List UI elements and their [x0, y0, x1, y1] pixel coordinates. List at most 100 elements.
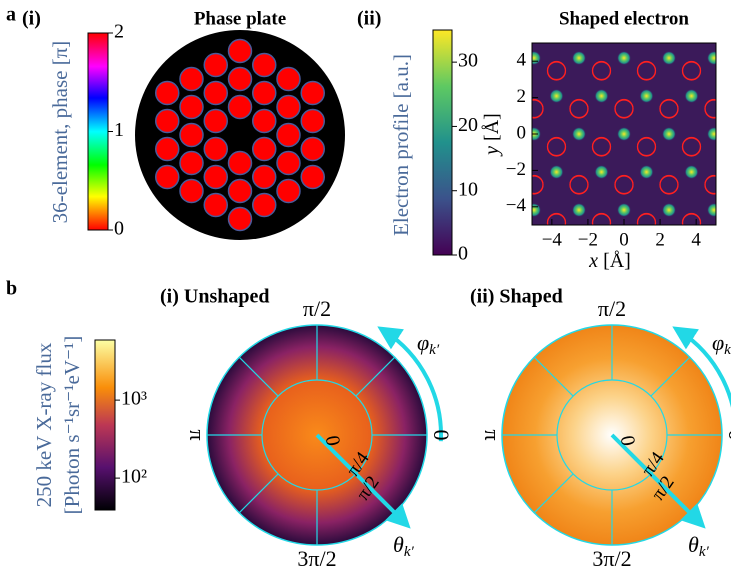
interstitial-ring: [728, 0, 731, 4]
phase-element: [180, 96, 203, 119]
colorbar-tick-label: 10³: [121, 388, 147, 410]
phase-element: [180, 180, 203, 203]
y-tick-label: 4: [517, 50, 527, 71]
plot-title: (ii) Shaped: [470, 286, 563, 308]
electron-spot: [662, 51, 676, 65]
interstitial-ring: [458, 138, 476, 156]
interstitial-ring: [525, 252, 543, 270]
electron-spot: [617, 127, 631, 141]
colorbar-tick-label: 10: [458, 178, 478, 200]
phase-element: [229, 68, 252, 91]
electron-spot: [640, 165, 654, 179]
electron-spot: [527, 51, 541, 65]
colorbar-label: Electron profile [a.u.]: [389, 54, 413, 236]
subscript: k′: [699, 544, 710, 560]
interstitial-ring: [728, 62, 731, 80]
electron-spot: [572, 51, 586, 65]
phase-element: [180, 152, 203, 175]
panel-label: b: [6, 278, 17, 300]
subscript: k′: [724, 342, 731, 358]
y-tick-label: 2: [517, 86, 527, 107]
phase-element: [229, 40, 252, 63]
interstitial-ring: [503, 0, 521, 4]
panel-title: Shaped electron: [559, 8, 689, 29]
phase-element: [204, 194, 227, 217]
figure: a (i) Phase plate (ii) Shaped electron b…: [0, 0, 731, 572]
interstitial-ring: [728, 62, 731, 80]
y-tick-label: −2: [506, 159, 526, 180]
electron-spot: [707, 127, 721, 141]
phase-element: [301, 138, 324, 161]
x-tick-label: −4: [542, 229, 563, 250]
x-tick-label: 4: [691, 229, 701, 250]
electron-spot: [595, 89, 609, 103]
interstitial-ring: [593, 0, 611, 4]
interstitial-ring: [705, 252, 723, 270]
phase-element: [253, 138, 276, 161]
electron-spot: [640, 241, 654, 255]
electron-spot: [460, 89, 474, 103]
interstitial-ring: [683, 0, 701, 4]
phase-element: [277, 152, 300, 175]
angle-symbol: φk′: [417, 330, 440, 358]
symbol: φ: [417, 330, 429, 355]
electron-spot: [617, 203, 631, 217]
x-tick-label: −2: [578, 229, 598, 250]
colorbar-tick-label: 0: [458, 243, 468, 265]
phase-element: [301, 110, 324, 133]
phase-element: [253, 82, 276, 105]
electron-spot: [662, 203, 676, 217]
x-tick-label: 2: [655, 229, 665, 250]
electron-spot: [595, 165, 609, 179]
symbol: θ: [688, 532, 699, 557]
polar-label: π/2: [598, 296, 626, 321]
colorbar-label: [Photon s⁻¹sr⁻¹eV⁻¹]: [60, 336, 84, 515]
axis-var: x: [588, 250, 598, 272]
interstitial-ring: [503, 214, 521, 232]
phase-element: [277, 180, 300, 203]
phase-element: [229, 208, 252, 231]
electron-spot: [572, 203, 586, 217]
phase-element: [229, 152, 252, 175]
polar-label: π: [480, 429, 505, 440]
phase-element: [156, 138, 179, 161]
electron-spot: [505, 241, 519, 255]
interstitial-ring: [458, 214, 476, 232]
panel-title: Phase plate: [194, 8, 286, 29]
colorbar-tick-label: 0: [114, 218, 124, 240]
electron-spot: [685, 89, 699, 103]
interstitial-ring: [480, 252, 498, 270]
electron-spot: [572, 127, 586, 141]
interstitial-ring: [570, 252, 588, 270]
electron-spot: [640, 89, 654, 103]
interstitial-ring: [705, 24, 723, 42]
y-tick-label: −4: [506, 195, 527, 216]
phase-element: [156, 166, 179, 189]
phase-element: [204, 138, 227, 161]
phase-element: [204, 166, 227, 189]
phase-element: [301, 82, 324, 105]
angle-symbol: θk′: [688, 532, 709, 560]
y-axis-label: y [Å]: [481, 113, 503, 157]
interstitial-ring: [458, 0, 476, 4]
symbol: φ: [712, 330, 724, 355]
panel-label: a: [6, 4, 16, 26]
x-axis-label: x [Å]: [588, 250, 631, 272]
colorbar-tick-label: 10²: [121, 466, 147, 488]
colorbar-label: 36-element, phase [π]: [48, 41, 72, 224]
electron-spot: [550, 165, 564, 179]
colorbar-tick-label: 1: [114, 119, 124, 141]
colorbar-label: 250 keV X-ray flux: [32, 342, 56, 507]
colorbar: [88, 33, 108, 230]
phase-element: [180, 124, 203, 147]
electron-spot: [482, 51, 496, 65]
colorbar-tick-label: 20: [458, 114, 478, 136]
symbol: θ: [393, 532, 404, 557]
interstitial-ring: [480, 24, 498, 42]
interstitial-ring: [548, 0, 566, 4]
polar-label: 3π/2: [592, 546, 631, 571]
phase-element: [253, 194, 276, 217]
phase-element: [253, 166, 276, 189]
axis-unit: [Å]: [603, 250, 631, 272]
phase-element: [253, 110, 276, 133]
